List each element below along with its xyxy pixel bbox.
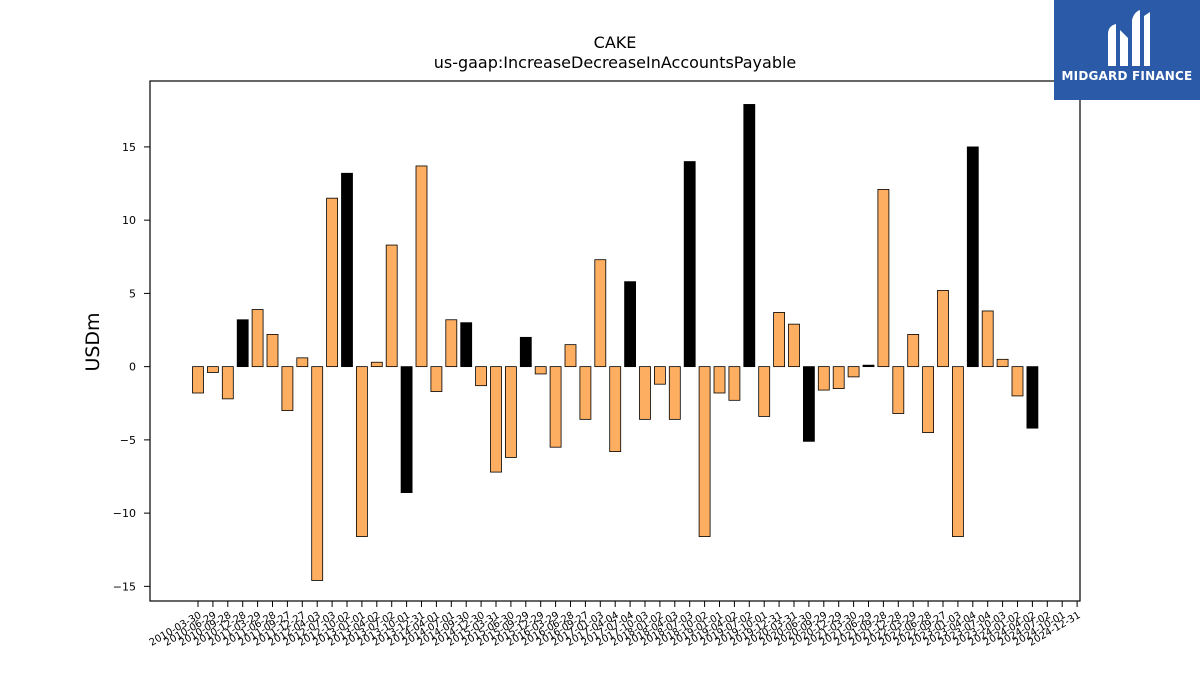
bar [564, 344, 577, 368]
bar [504, 366, 517, 458]
bar [966, 146, 979, 368]
bar [475, 366, 488, 387]
bar [981, 310, 994, 368]
bar [892, 366, 905, 414]
bar [370, 361, 383, 368]
bar [594, 259, 607, 368]
chart-title: CAKE [594, 33, 637, 52]
bar [788, 323, 800, 368]
midgard-finance-logo: MIDGARD FINANCE [1054, 0, 1200, 100]
bar [341, 172, 353, 368]
bar [996, 358, 1009, 368]
bar [326, 197, 339, 368]
bar [460, 322, 473, 368]
y-tick-label: 15 [122, 141, 136, 154]
bar [758, 366, 771, 417]
bar [385, 244, 398, 368]
bar [192, 366, 204, 394]
bar [907, 334, 920, 368]
bar [1011, 366, 1024, 397]
y-tick-label: −10 [113, 507, 136, 520]
y-tick-label: −5 [120, 434, 136, 447]
bar [832, 366, 845, 390]
bar [728, 366, 741, 401]
midgard-logo-icon [1108, 10, 1150, 66]
bar [355, 366, 368, 537]
bar [683, 161, 696, 368]
bar [415, 165, 428, 368]
bar [490, 366, 502, 473]
bar [519, 336, 532, 368]
bar [445, 319, 458, 368]
y-tick-label: −15 [113, 580, 136, 593]
bar [773, 312, 785, 368]
bar [713, 366, 726, 394]
bar [609, 366, 622, 452]
bar [534, 366, 547, 375]
bar [549, 366, 562, 448]
bar [311, 366, 324, 581]
bar [862, 364, 875, 368]
logo-text: MIDGARD FINANCE [1061, 69, 1193, 83]
plot-frame [149, 80, 1081, 602]
x-axis: 2010-03-302010-06-292010-09-282010-12-28… [148, 601, 1083, 649]
bar [847, 366, 860, 378]
y-tick-label: 0 [129, 361, 136, 374]
bar [937, 290, 949, 368]
bar [743, 104, 756, 368]
bar [624, 281, 636, 368]
bar [668, 366, 681, 420]
bar [430, 366, 443, 392]
chart-subtitle: us-gaap:IncreaseDecreaseInAccountsPayabl… [434, 53, 797, 72]
bar [206, 366, 219, 373]
y-axis: −15 −10 −5 0 5 10 15 [113, 141, 150, 593]
bar [400, 366, 413, 494]
y-tick-label: 5 [129, 287, 136, 300]
bar [639, 366, 651, 420]
bar [922, 366, 934, 433]
bar [952, 366, 964, 537]
bar [1026, 366, 1039, 429]
bar [251, 309, 264, 368]
bar [266, 334, 279, 368]
bar [698, 366, 711, 537]
bar [803, 366, 815, 442]
bar [817, 366, 830, 391]
bar [281, 366, 294, 411]
y-tick-label: 10 [122, 214, 136, 227]
bar [236, 319, 249, 368]
bar [654, 366, 666, 385]
y-axis-label: USDm [82, 312, 104, 371]
bar [579, 366, 592, 420]
bar [296, 357, 309, 368]
bar [221, 366, 234, 400]
bars-group [192, 104, 1039, 581]
bar [877, 188, 890, 368]
